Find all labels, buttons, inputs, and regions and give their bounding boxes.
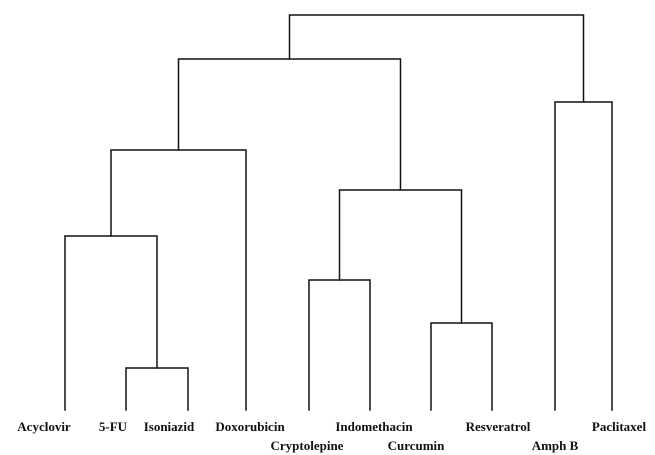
leaf-label-indomethacin: Indomethacin bbox=[335, 419, 413, 434]
leaf-labels: Acyclovir 5-FU Isoniazid Doxorubicin Cry… bbox=[17, 419, 646, 453]
branch-m7-m8 bbox=[288, 14, 585, 103]
leaf-label-5-fu: 5-FU bbox=[99, 419, 128, 434]
dendrogram-branches bbox=[64, 14, 613, 411]
leaf-label-curcumin: Curcumin bbox=[388, 438, 446, 453]
branch-cryptolepine-indomethacin bbox=[308, 279, 371, 411]
leaf-label-amph-b: Amph B bbox=[532, 438, 579, 453]
branch-m2-doxorubicin bbox=[110, 149, 247, 411]
leaf-label-resveratrol: Resveratrol bbox=[466, 419, 531, 434]
leaf-label-paclitaxel: Paclitaxel bbox=[592, 419, 647, 434]
branch-amph-b-paclitaxel bbox=[554, 101, 613, 411]
leaf-label-acyclovir: Acyclovir bbox=[17, 419, 71, 434]
branch-m5-m4 bbox=[338, 189, 463, 324]
branch-m3-m6 bbox=[177, 58, 402, 191]
leaf-label-isoniazid: Isoniazid bbox=[144, 419, 195, 434]
branch-acyclovir-m1 bbox=[64, 235, 158, 411]
leaf-label-doxorubicin: Doxorubicin bbox=[215, 419, 285, 434]
leaf-label-cryptolepine: Cryptolepine bbox=[271, 438, 344, 453]
branch-curcumin-resveratrol bbox=[430, 322, 493, 411]
branch-5-fu-isoniazid bbox=[125, 367, 189, 411]
